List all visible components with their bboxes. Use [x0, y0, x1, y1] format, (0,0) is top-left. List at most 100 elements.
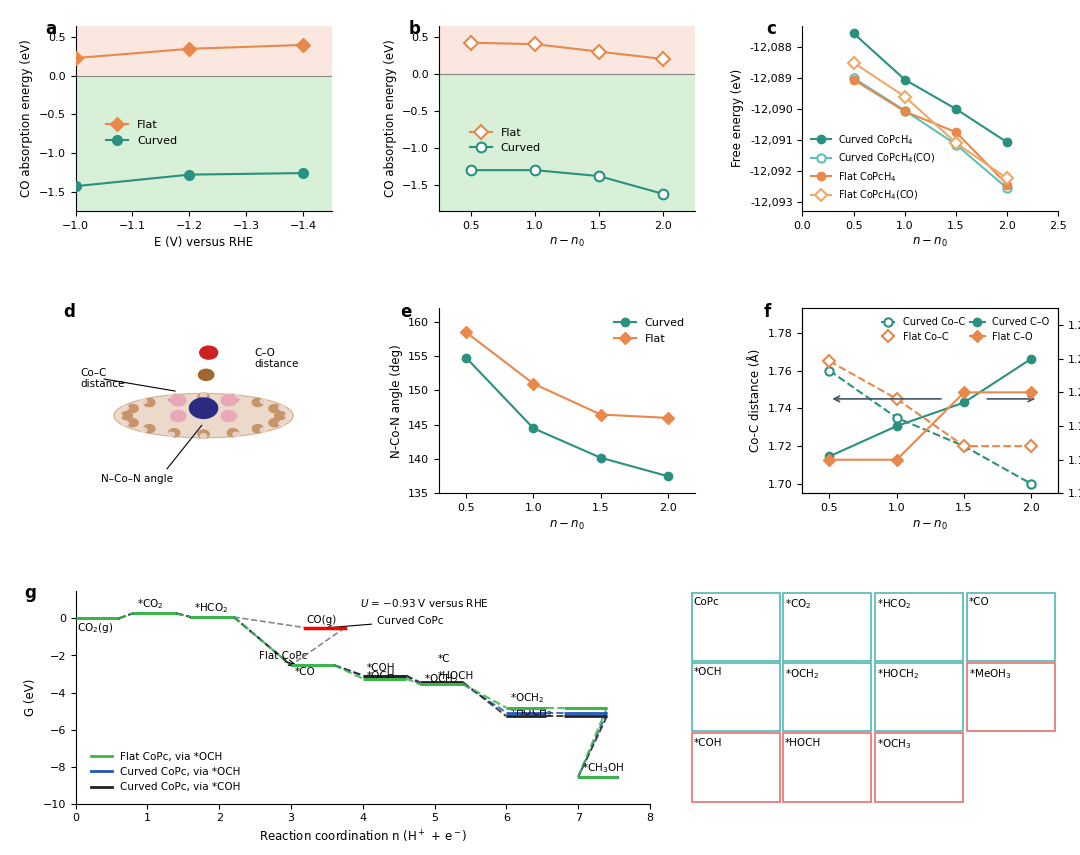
- Circle shape: [221, 395, 237, 406]
- X-axis label: $n-n_{\rm 0}$: $n-n_{\rm 0}$: [913, 519, 948, 532]
- Bar: [783, 663, 872, 731]
- Text: *COH: *COH: [693, 738, 721, 747]
- Text: N–Co–N angle: N–Co–N angle: [102, 474, 173, 484]
- Text: distance: distance: [81, 379, 125, 389]
- Bar: [691, 663, 780, 731]
- Flat C–O: [823, 455, 836, 465]
- Circle shape: [253, 425, 264, 433]
- Circle shape: [127, 419, 138, 427]
- X-axis label: E (V) versus RHE: E (V) versus RHE: [154, 236, 253, 249]
- Text: CO(g): CO(g): [307, 615, 337, 625]
- Text: *HOCH$_2$: *HOCH$_2$: [877, 668, 919, 681]
- Flat: [528, 39, 541, 50]
- Flat: [183, 44, 195, 54]
- Bar: [691, 593, 780, 661]
- X-axis label: $n-n_{\rm 0}$: $n-n_{\rm 0}$: [913, 236, 948, 250]
- Legend: Curved Co–C, Flat Co–C, Curved C–O, Flat C–O: Curved Co–C, Flat Co–C, Curved C–O, Flat…: [877, 313, 1053, 345]
- Curved CoPcH$_4$(CO): [949, 139, 962, 150]
- Text: *CO: *CO: [969, 597, 989, 607]
- Text: Co–C: Co–C: [81, 368, 107, 378]
- Curved: [69, 181, 82, 192]
- Circle shape: [260, 399, 267, 404]
- Line: Curved C–O: Curved C–O: [825, 355, 1036, 461]
- Line: Flat CoPcH$_4$: Flat CoPcH$_4$: [850, 75, 1011, 189]
- Line: Flat C–O: Flat C–O: [825, 388, 1036, 464]
- Text: *HOCH$_2$: *HOCH$_2$: [510, 705, 552, 719]
- Flat: [464, 38, 477, 48]
- Bar: [875, 593, 963, 661]
- Curved: [662, 471, 675, 481]
- Text: CO$_2$(g): CO$_2$(g): [77, 622, 113, 635]
- Text: distance: distance: [255, 359, 299, 369]
- Circle shape: [274, 411, 286, 420]
- Y-axis label: Co-C distance (Å): Co-C distance (Å): [750, 349, 762, 452]
- Text: a: a: [45, 20, 56, 38]
- Curved: [593, 171, 606, 181]
- Curved: [527, 423, 540, 433]
- Circle shape: [233, 394, 239, 399]
- Text: *CO$_2$: *CO$_2$: [137, 598, 163, 611]
- Circle shape: [279, 422, 285, 426]
- Text: Curved CoPc: Curved CoPc: [327, 616, 444, 629]
- Text: *OCH$_2$: *OCH$_2$: [785, 668, 820, 681]
- Text: *OCH$_3$: *OCH$_3$: [877, 738, 912, 752]
- Flat: [69, 53, 82, 63]
- Text: C–O: C–O: [255, 348, 275, 357]
- Line: Curved: Curved: [467, 165, 667, 198]
- Circle shape: [200, 346, 218, 359]
- Circle shape: [201, 393, 206, 398]
- Curved CoPcH$_4$: [847, 28, 860, 38]
- Curved CoPcH$_4$: [899, 74, 912, 85]
- X-axis label: $n-n_{\rm 0}$: $n-n_{\rm 0}$: [549, 519, 585, 532]
- Flat Co–C: [890, 394, 903, 404]
- Circle shape: [116, 413, 122, 418]
- Text: d: d: [63, 303, 75, 321]
- Line: Flat Co–C: Flat Co–C: [825, 357, 1036, 451]
- Curved CoPcH$_4$: [949, 104, 962, 115]
- Flat: [657, 54, 670, 64]
- Circle shape: [127, 404, 138, 413]
- Curved: [594, 452, 607, 463]
- Text: $U$ = −0.93 V versus RHE: $U$ = −0.93 V versus RHE: [361, 597, 489, 609]
- Text: *COH: *COH: [366, 663, 395, 673]
- Circle shape: [227, 428, 239, 437]
- Flat: [662, 413, 675, 423]
- Curved CoPcH$_4$(CO): [899, 105, 912, 115]
- Circle shape: [269, 419, 280, 427]
- Circle shape: [221, 410, 237, 422]
- Bar: [76, 76, 332, 211]
- Line: Flat: Flat: [70, 40, 308, 63]
- Legend: Curved, Flat: Curved, Flat: [609, 314, 689, 348]
- Text: CoPc: CoPc: [693, 597, 719, 607]
- Circle shape: [233, 433, 239, 437]
- Flat CoPcH$_4$(CO): [899, 91, 912, 102]
- Text: *HOCH: *HOCH: [785, 738, 822, 747]
- Polygon shape: [114, 393, 293, 438]
- Flat: [459, 327, 472, 338]
- Circle shape: [201, 433, 206, 439]
- Text: *HCO$_2$: *HCO$_2$: [877, 597, 912, 610]
- Curved: [297, 168, 310, 178]
- Circle shape: [140, 399, 147, 404]
- Text: g: g: [24, 584, 36, 602]
- Curved CoPcH$_4$(CO): [847, 73, 860, 83]
- Flat Co–C: [958, 441, 971, 451]
- Flat CoPcH$_4$(CO): [847, 57, 860, 68]
- Flat CoPcH$_4$: [847, 74, 860, 85]
- Curved Co–C: [890, 413, 903, 423]
- Flat: [297, 40, 310, 50]
- Text: *MeOH$_3$: *MeOH$_3$: [969, 668, 1011, 681]
- Bar: [440, 74, 694, 211]
- Circle shape: [198, 393, 210, 401]
- Line: Curved: Curved: [70, 168, 308, 191]
- Flat: [594, 410, 607, 420]
- Curved: [459, 352, 472, 363]
- Curved Co–C: [958, 441, 971, 451]
- Circle shape: [199, 369, 214, 380]
- Bar: [967, 593, 1055, 661]
- Circle shape: [168, 394, 179, 403]
- Circle shape: [269, 404, 280, 413]
- Legend: Curved CoPcH$_4$, Curved CoPcH$_4$(CO), Flat CoPcH$_4$, Flat CoPcH$_4$(CO): Curved CoPcH$_4$, Curved CoPcH$_4$(CO), …: [808, 129, 940, 206]
- Bar: [783, 734, 872, 802]
- Line: Curved CoPcH$_4$: Curved CoPcH$_4$: [850, 29, 1011, 146]
